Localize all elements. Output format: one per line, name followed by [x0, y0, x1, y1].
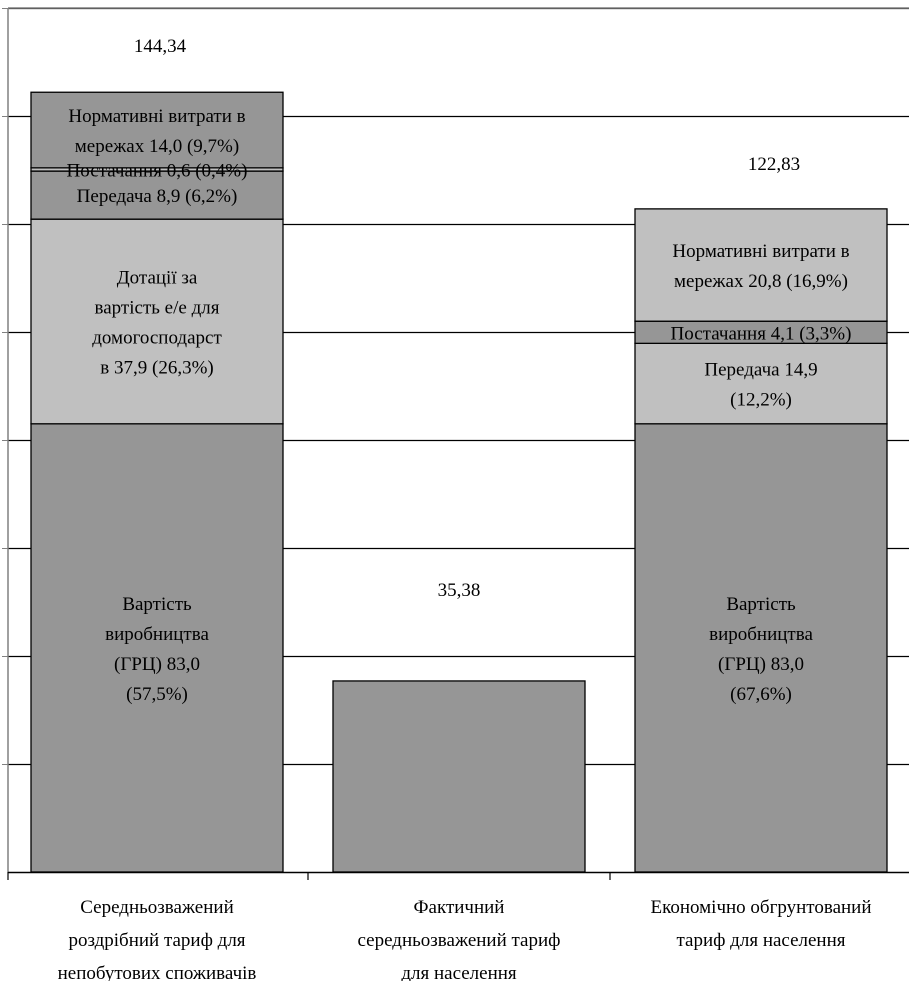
category-label: Економічно обгрунтований: [650, 897, 871, 918]
segment-label: вартість е/е для: [95, 297, 220, 318]
segment-label: Вартість: [726, 594, 796, 615]
segment-label: Нормативні витрати в: [672, 241, 849, 262]
total-label: 144,34: [134, 36, 187, 57]
segment-label: в 37,9 (26,3%): [100, 357, 213, 378]
segment-label: (ГРЦ) 83,0: [718, 654, 804, 675]
segment-label: виробництва: [105, 624, 209, 645]
category-label: для населення: [401, 963, 517, 981]
bars: [30, 91, 888, 873]
bar-segment: [332, 680, 586, 873]
segment-label: мережах 14,0 (9,7%): [75, 136, 239, 157]
axes: [2, 7, 909, 880]
bar-segment: [634, 208, 888, 322]
category-label: середньозважений тариф: [358, 930, 561, 951]
bar-segment: [30, 423, 284, 873]
category-label: тариф для населення: [676, 930, 845, 951]
segment-label: Вартість: [122, 594, 192, 615]
segment-label: мережах 20,8 (16,9%): [674, 271, 848, 292]
category-label: непобутових споживачів: [58, 963, 257, 981]
bar-segment: [634, 423, 888, 873]
bar-segment: [30, 91, 284, 169]
total-label: 35,38: [438, 580, 481, 601]
total-label: 122,83: [748, 154, 800, 175]
segment-label: Постачання 0,6 (0,4%): [67, 160, 248, 181]
segment-label: (57,5%): [126, 684, 188, 705]
segment-label: виробництва: [709, 624, 813, 645]
segment-label: Дотації за: [117, 267, 198, 288]
segment-label: Постачання 4,1 (3,3%): [671, 323, 852, 344]
segment-label: Передача 14,9: [704, 360, 817, 381]
category-label: роздрібний тариф для: [68, 930, 245, 951]
segment-label: Передача 8,9 (6,2%): [77, 186, 238, 207]
bar-segment: [634, 342, 888, 425]
segment-label: Нормативні витрати в: [68, 106, 245, 127]
segment-label: (12,2%): [730, 390, 792, 411]
segment-label: домогосподарст: [92, 327, 222, 348]
bar-segment: [30, 170, 284, 220]
category-label: Фактичний: [414, 897, 505, 918]
category-label: Середньозважений: [80, 897, 234, 918]
segment-label: (ГРЦ) 83,0: [114, 654, 200, 675]
bar-segment: [30, 218, 284, 425]
category-labels: Середньозважений роздрібний тариф для непо…: [58, 897, 872, 984]
segment-label: (67,6%): [730, 684, 792, 705]
data-labels: Вартість виробництва (ГРЦ) 83,0 (57,5%) Дота…: [67, 36, 852, 705]
